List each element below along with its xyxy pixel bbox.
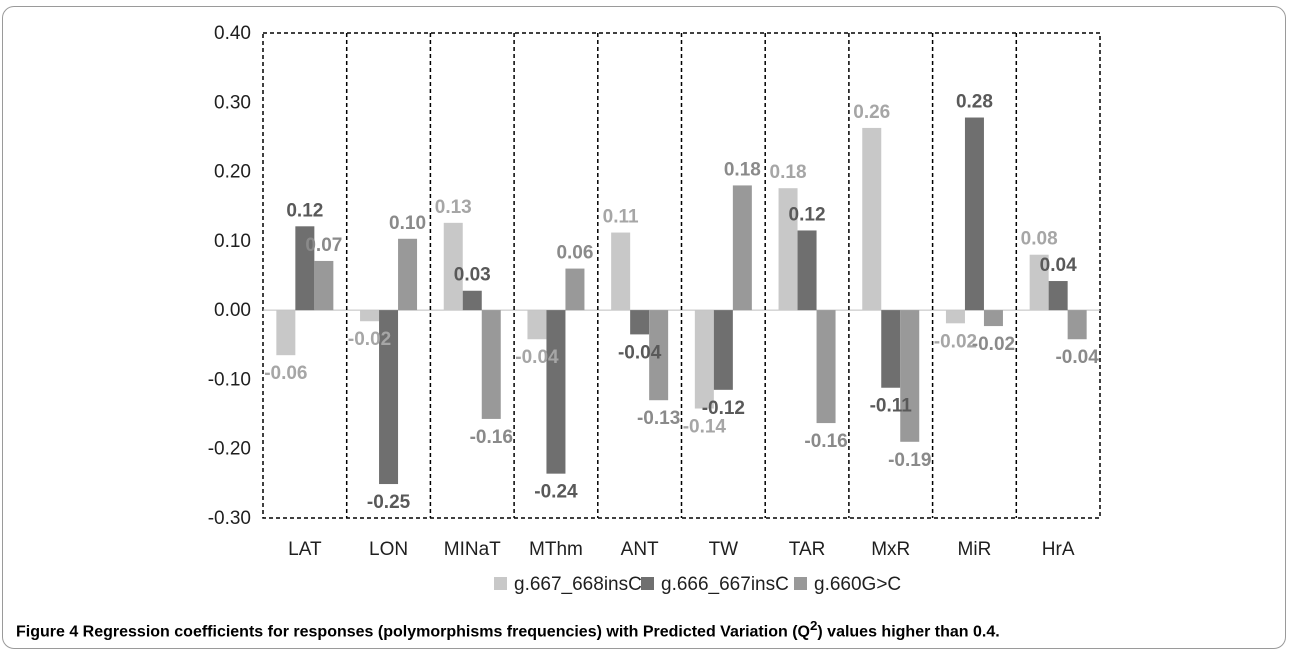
data-label: 0.18 [724,159,761,180]
data-label: -0.12 [702,398,745,419]
bar [527,310,547,340]
bar [1048,281,1068,311]
x-axis-category-labels: LAT LON MINaT MThm ANT TW TAR MxR MiR HrA [288,539,1075,560]
bar [546,310,566,474]
bar [778,188,798,311]
bar [611,232,631,311]
x-tick-label: MxR [871,539,910,560]
data-label: -0.14 [683,417,727,438]
data-label: -0.24 [534,482,578,503]
bar [565,268,585,311]
x-tick-label: TW [709,539,739,560]
x-tick-label: MiR [958,539,992,560]
y-tick-label: 0.40 [214,23,251,44]
data-label: -0.11 [870,396,913,417]
y-tick-label: 0.20 [214,162,251,183]
bar [797,230,817,311]
data-label: 0.11 [603,207,639,228]
figure-frame [2,6,1286,649]
legend-label: g.660G>C [814,574,901,595]
bar [630,310,650,335]
y-tick-label: -0.20 [208,439,251,460]
x-tick-label: HrA [1042,539,1075,560]
data-label: 0.07 [305,235,342,256]
bar [900,310,920,442]
caption-text-part1: Regression coefficients for responses (p… [78,623,810,641]
bar [649,310,669,401]
data-label: -0.13 [637,408,680,429]
bar [862,127,882,311]
x-tick-label: LAT [288,539,322,560]
bars [276,117,1087,485]
legend-swatch [641,577,654,590]
bar [964,117,984,311]
data-label: 0.08 [1021,229,1058,250]
caption-text-part2: ) values higher than 0.4. [817,623,1000,641]
figure-caption: Figure 4 Regression coefficients for res… [16,618,1000,641]
data-label: -0.16 [804,431,847,452]
data-label: -0.25 [367,492,411,513]
y-tick-label: -0.30 [208,508,251,529]
data-label: -0.02 [348,329,391,350]
data-label: 0.26 [853,102,890,123]
bar [295,226,315,311]
y-tick-label: -0.10 [208,369,251,390]
data-labels: -0.06 0.12 0.07 -0.02 -0.25 0.10 0.13 0.03 -0.16… [264,92,1099,514]
data-label: -0.19 [888,450,931,471]
bar [314,260,334,311]
data-label: -0.04 [1055,347,1099,368]
y-axis-tick-labels: 0.40 0.30 0.20 0.10 0.00 -0.10 -0.20 -0.30 [208,23,251,529]
bar [983,310,1003,327]
x-tick-label: LON [369,539,408,560]
legend-label: g.666_667insC [661,574,789,595]
caption-figure-number: Figure 4 [16,623,79,641]
legend-swatch [494,577,507,590]
data-label: 0.12 [286,200,323,221]
data-label: 0.28 [956,92,993,113]
bar [732,185,752,311]
bar [276,310,296,356]
data-label: 0.18 [770,162,807,183]
bar [398,238,418,311]
legend-label: g.667_668insC [514,574,642,595]
y-tick-label: 0.30 [214,92,251,113]
bar [1067,310,1087,340]
data-label: -0.04 [618,342,662,363]
data-label: -0.02 [972,334,1015,355]
x-tick-label: TAR [789,539,826,560]
bar [443,222,463,311]
data-label: -0.16 [470,427,513,448]
caption-superscript: 2 [809,618,818,633]
x-tick-label: MINaT [444,539,501,560]
data-label: 0.04 [1040,255,1077,276]
bar [881,310,901,388]
legend-swatch [794,577,807,590]
bar [360,310,380,322]
bar [816,310,836,424]
data-label: 0.13 [435,197,472,218]
y-tick-label: 0.10 [214,231,251,252]
x-tick-label: ANT [621,539,659,560]
bar [379,310,399,485]
y-tick-label: 0.00 [214,300,251,321]
x-tick-label: MThm [529,539,583,560]
bar [713,310,733,390]
plot-border [262,32,1101,519]
bar [1029,254,1049,311]
data-label: -0.06 [264,363,307,384]
bar-chart: 0.40 0.30 0.20 0.10 0.00 -0.10 -0.20 -0.30 -0.0… [208,23,1101,595]
category-separators [345,33,1018,518]
bar [945,310,965,324]
data-label: -0.02 [934,331,977,352]
data-label: 0.03 [454,265,491,286]
legend: g.667_668insC g.666_667insC g.660G>C [494,574,901,595]
bar [694,310,714,409]
bar [462,290,482,311]
data-label: 0.06 [556,243,593,264]
data-label: 0.12 [789,204,826,225]
data-label: -0.04 [515,347,559,368]
data-label: 0.10 [389,213,426,234]
bar [481,310,501,419]
